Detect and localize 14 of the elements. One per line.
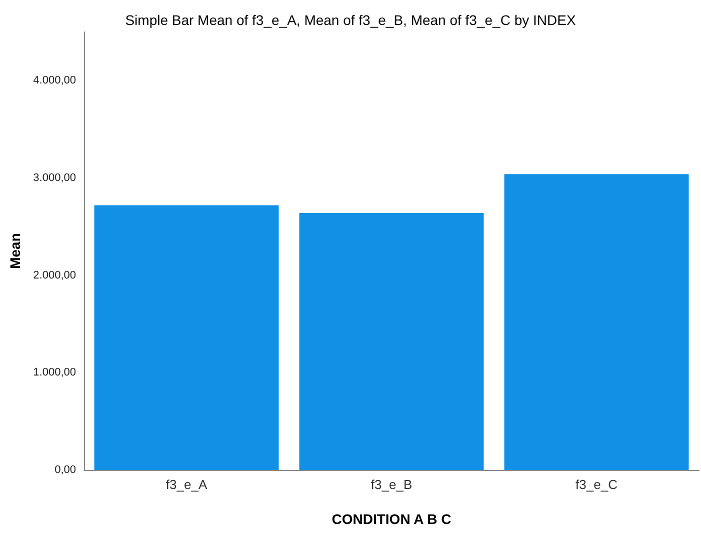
x-tick-label: f3_e_C — [576, 477, 618, 492]
y-tick-label: 2.000,00 — [33, 269, 76, 282]
y-tick-label: 3.000,00 — [33, 172, 76, 184]
y-tick-label: 0,00 — [54, 464, 76, 476]
y-axis-title: Mean — [7, 233, 23, 269]
y-tick-label: 1.000,00 — [33, 366, 76, 379]
bar — [504, 174, 689, 470]
chart-title: Simple Bar Mean of f3_e_A, Mean of f3_e_B, Mean of f3_e_C by INDEX — [125, 12, 576, 28]
x-tick-label: f3_e_A — [166, 477, 208, 492]
x-axis-title: CONDITION A B C — [332, 511, 452, 527]
x-tick-label: f3_e_B — [370, 477, 412, 492]
bar — [94, 205, 279, 470]
bar — [299, 213, 484, 470]
y-tick-label: 4.000,00 — [33, 74, 76, 87]
